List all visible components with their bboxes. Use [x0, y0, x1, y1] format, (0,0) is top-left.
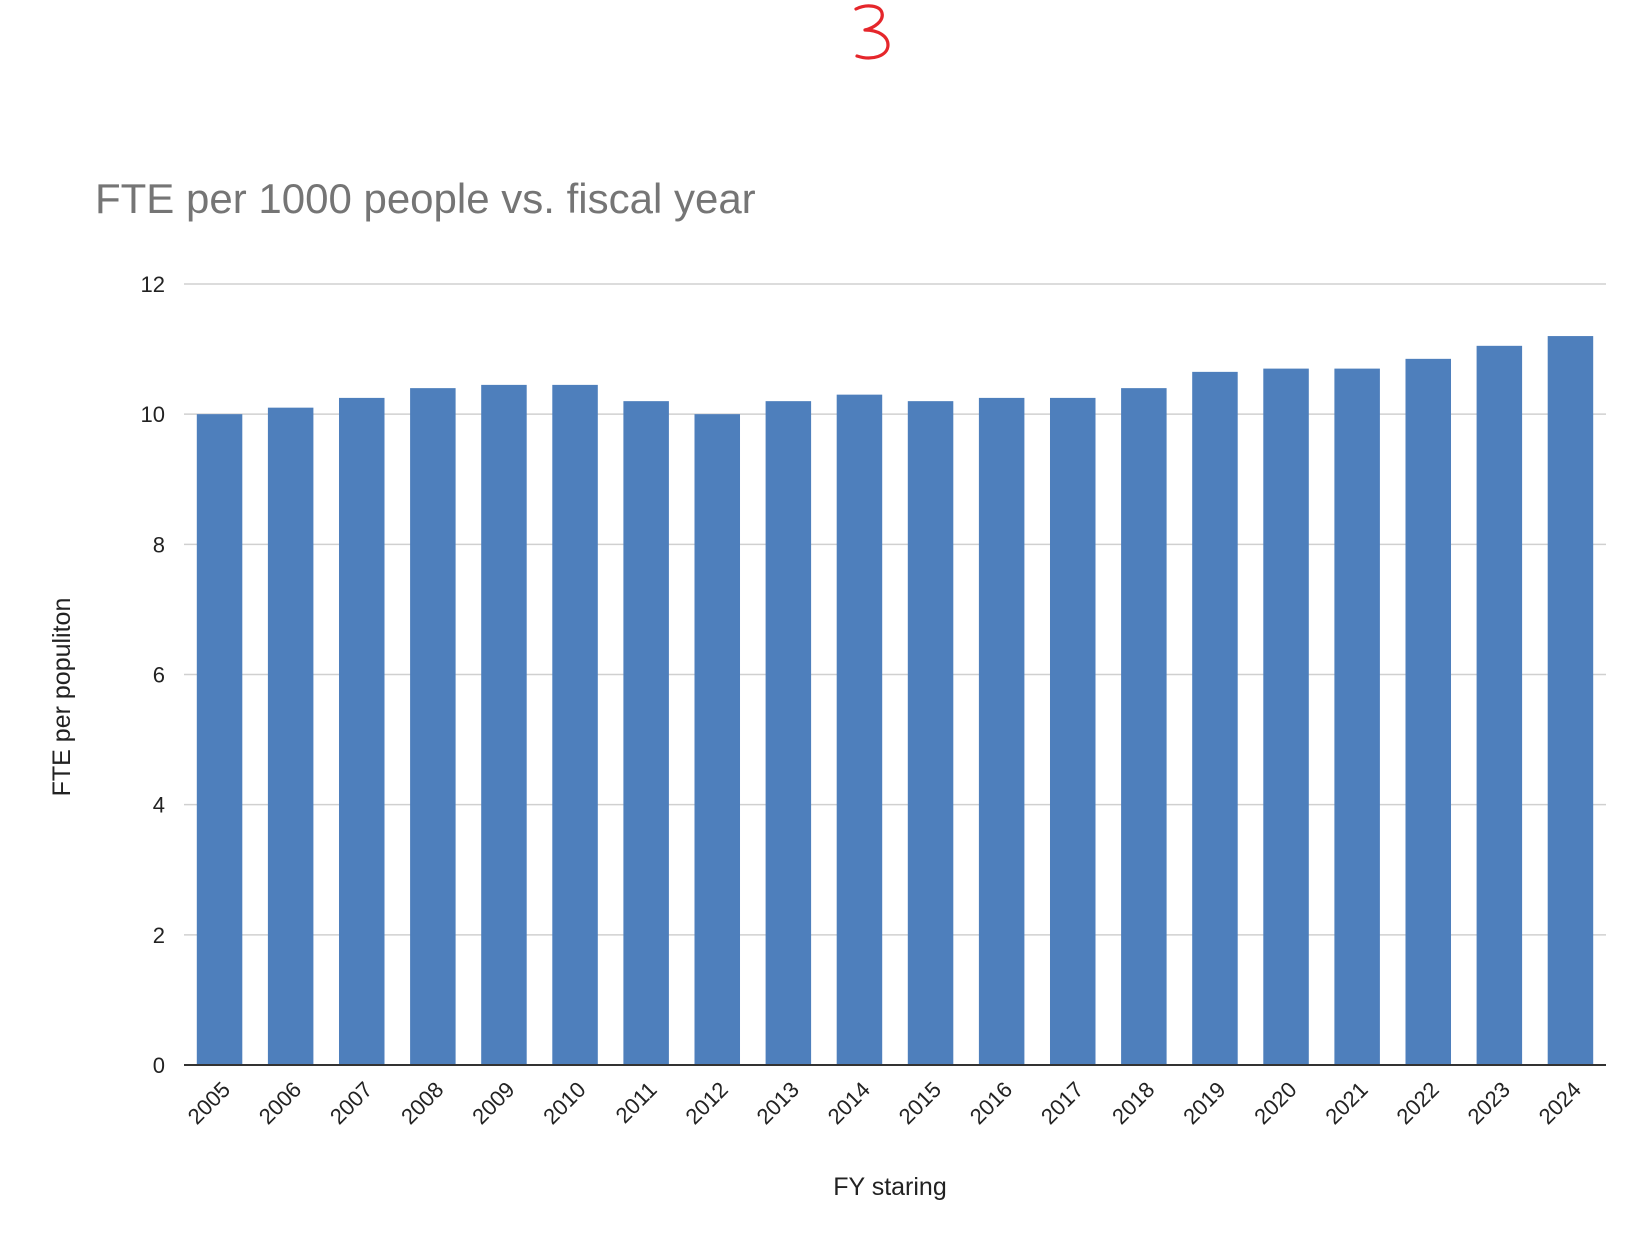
x-tick-label: 2007 — [325, 1077, 377, 1129]
x-tick-label: 2005 — [183, 1077, 235, 1129]
bar-2022 — [1405, 358, 1452, 1065]
x-tick-label: 2017 — [1036, 1077, 1088, 1129]
x-tick-label: 2023 — [1463, 1077, 1515, 1129]
handwritten-annotation: 3 — [854, 4, 890, 60]
x-tick-label: 2016 — [965, 1077, 1017, 1129]
bar-2023 — [1476, 345, 1523, 1065]
y-axis-title: FTE per populiton — [48, 598, 76, 797]
bar-2007 — [338, 397, 385, 1065]
bar-2006 — [267, 407, 314, 1065]
chart-title: FTE per 1000 people vs. fiscal year — [95, 175, 756, 222]
x-tick-label: 2008 — [396, 1077, 448, 1129]
bar-2011 — [623, 401, 669, 1065]
x-tick-label: 2018 — [1107, 1077, 1159, 1129]
bar-2024 — [1547, 336, 1594, 1066]
x-tick-label: 2014 — [823, 1077, 875, 1129]
x-tick-label: 2020 — [1249, 1077, 1301, 1129]
bar-2008 — [410, 388, 456, 1066]
x-tick-label: 2006 — [254, 1077, 306, 1129]
x-tick-label: 2015 — [894, 1077, 946, 1129]
x-tick-label: 2021 — [1320, 1077, 1372, 1129]
bar-2015 — [907, 401, 954, 1065]
bar-2021 — [1334, 368, 1380, 1065]
bar-2009 — [481, 384, 527, 1066]
x-tick-label: 2010 — [538, 1077, 590, 1129]
x-tick-label: 2009 — [467, 1077, 519, 1129]
bar-2012 — [694, 414, 741, 1066]
y-tick-label: 0 — [153, 1053, 165, 1078]
y-tick-label: 8 — [153, 532, 165, 557]
bar-2013 — [765, 401, 812, 1065]
y-tick-label: 10 — [141, 402, 165, 427]
x-tick-label: 2022 — [1391, 1077, 1443, 1129]
bar-2005 — [196, 414, 243, 1066]
y-tick-label: 2 — [153, 923, 165, 948]
x-tick-label: 2011 — [611, 1077, 662, 1128]
bar-2017 — [1049, 397, 1096, 1065]
bar-2016 — [978, 397, 1025, 1065]
y-tick-label: 4 — [153, 793, 165, 818]
y-tick-label: 6 — [153, 663, 165, 688]
x-tick-labels: 2005 2006 2007 2008 2009 2010 2011 2012 2013 2014… — [183, 1077, 1586, 1129]
x-tick-label: 2012 — [680, 1077, 732, 1129]
bar-2019 — [1192, 371, 1238, 1065]
x-axis-title: FY staring — [833, 1173, 946, 1201]
x-tick-label: 2019 — [1178, 1077, 1230, 1129]
y-tick-label: 12 — [141, 272, 165, 297]
x-tick-label: 2024 — [1534, 1077, 1586, 1129]
x-tick-label: 2013 — [752, 1077, 804, 1129]
bars-layer — [196, 336, 1594, 1066]
bar-2010 — [552, 384, 598, 1066]
bar-2018 — [1121, 388, 1167, 1066]
bar-2014 — [836, 394, 883, 1065]
bar-2020 — [1263, 368, 1309, 1065]
